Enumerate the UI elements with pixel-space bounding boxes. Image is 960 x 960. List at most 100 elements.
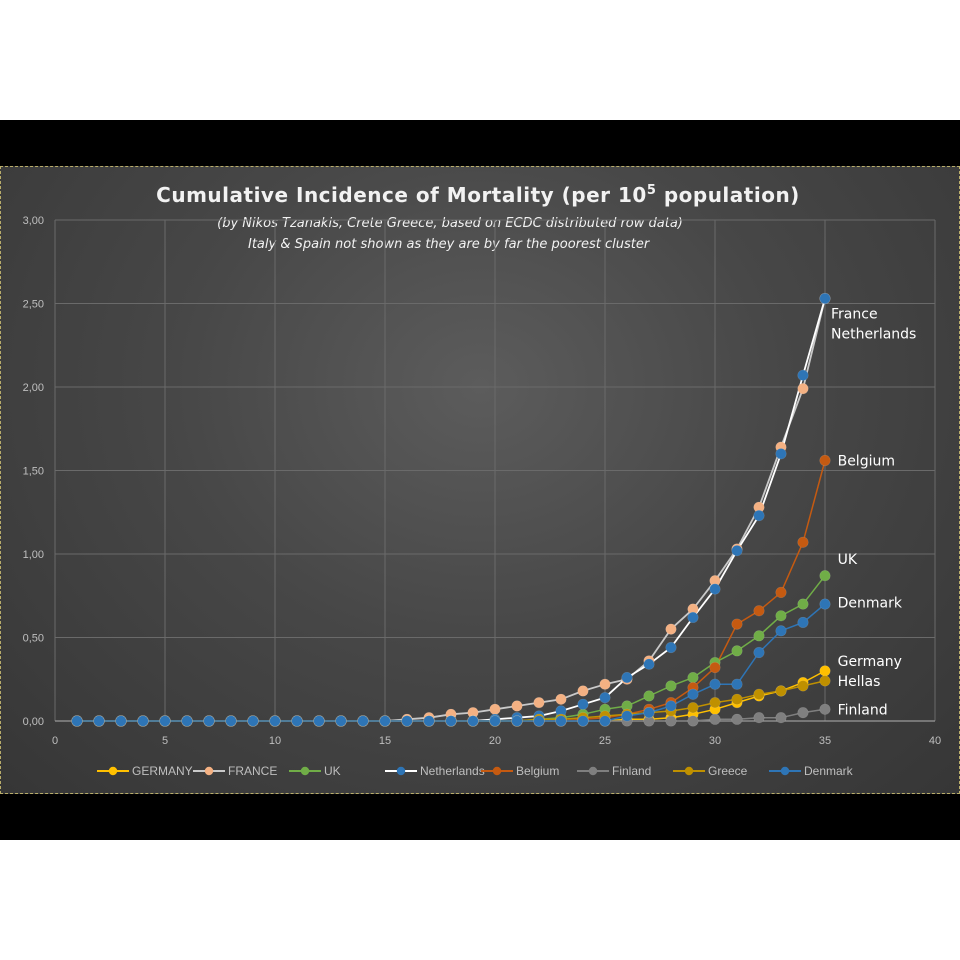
data-point-netherlands [731,545,743,557]
data-point-greece [687,702,699,714]
data-point-denmark [335,715,347,727]
data-point-denmark [599,715,611,727]
data-point-finland [665,715,677,727]
data-point-denmark [115,715,127,727]
data-point-denmark [489,715,501,727]
data-point-denmark [71,715,83,727]
chart-title: Cumulative Incidence of Mortality (per 1… [156,183,800,207]
data-point-netherlands [599,692,611,704]
data-point-denmark [643,707,655,719]
data-point-greece [819,675,831,687]
data-point-denmark [665,700,677,712]
axes: 0 5 10 15 20 25 30 35 40 0,00 0,50 1,00 1,50 2,00 2,50… [23,215,942,747]
data-point-belgium [819,454,831,467]
legend-marker-finland [588,766,598,776]
chart-subtitle-line-2: Italy & Spain not shown as they are by f… [248,237,651,252]
annotation-netherlands: Netherlands [831,327,916,343]
y-tick-label: 1,50 [23,466,44,478]
x-tick-label: 5 [162,735,168,747]
data-point-netherlands [819,292,831,305]
legend-label-germany: GERMANY [132,764,193,778]
data-point-uk [687,671,699,684]
data-point-finland [687,715,699,727]
x-tick-label: 40 [929,735,941,747]
data-point-denmark [819,598,831,610]
data-point-netherlands [687,611,699,624]
legend-marker-uk [300,766,310,776]
data-point-denmark [313,715,325,727]
data-point-denmark [203,715,215,727]
legend-label-france: FRANCE [228,764,277,778]
legend-label-belgium: Belgium [516,764,559,778]
data-point-finland [709,713,721,725]
legend-marker-germany [108,766,118,776]
data-point-belgium [753,605,765,617]
y-tick-label: 3,00 [23,215,44,227]
data-point-denmark [401,715,413,727]
data-point-denmark [423,715,435,727]
data-point-denmark [687,688,699,700]
data-point-belgium [731,618,743,630]
data-point-belgium [709,661,721,674]
x-tick-label: 20 [489,735,501,747]
legend-marker-belgium [492,766,502,776]
data-point-france [489,703,501,715]
legend-marker-netherlands [396,766,406,776]
data-point-finland [775,712,787,724]
data-point-netherlands [753,509,765,522]
data-point-france [511,700,523,712]
data-point-denmark [269,715,281,727]
data-point-denmark [709,678,721,690]
data-point-france [555,693,567,705]
data-point-germany [819,665,831,677]
legend-label-finland: Finland [612,764,651,778]
legend-marker-denmark [780,766,790,776]
legend: GERMANY FRANCE UK Netherlands Belgium Finland… [97,764,854,778]
data-point-netherlands [643,658,655,670]
x-tick-label: 15 [379,735,391,747]
chart-subtitle-line-1: (by Nikos Tzanakis, Crete Greece, based … [217,216,683,231]
data-point-finland [753,712,765,724]
title-superscript: 5 [647,183,657,198]
data-point-netherlands [621,671,633,684]
data-point-denmark [93,715,105,727]
data-point-denmark [181,715,193,727]
annotation-hellas: Hellas [838,674,881,690]
legend-label-uk: UK [324,764,341,778]
data-point-france [797,383,809,395]
bottom-black-band [0,794,960,840]
annotation-finland: Finland [838,702,888,718]
data-point-denmark [159,715,171,727]
data-point-denmark [291,715,303,727]
data-point-netherlands [775,448,787,460]
y-tick-label: 0,00 [23,716,44,728]
data-point-denmark [467,715,479,727]
data-point-finland [819,703,831,715]
data-point-denmark [379,715,391,727]
y-tick-label: 2,50 [23,299,44,311]
data-point-uk [775,610,787,622]
data-point-greece [753,688,765,700]
data-point-denmark [797,616,809,629]
data-point-denmark [555,715,567,727]
annotation-germany: Germany [838,654,902,670]
data-point-greece [797,680,809,692]
x-tick-label: 30 [709,735,721,747]
data-point-denmark [137,715,149,727]
annotation-france: France [831,307,878,323]
data-point-denmark [533,715,545,727]
data-point-france [665,623,677,635]
data-point-greece [731,693,743,705]
data-point-belgium [775,586,787,599]
data-point-denmark [511,715,523,727]
annotation-belgium: Belgium [838,453,895,469]
x-tick-label: 0 [52,735,58,747]
data-point-greece [775,685,787,697]
data-point-uk [665,680,677,692]
data-point-denmark [445,715,457,727]
data-point-netherlands [577,698,589,710]
data-point-france [533,697,545,709]
data-point-denmark [731,678,743,690]
y-tick-label: 1,00 [23,549,44,561]
data-point-uk [731,645,743,657]
